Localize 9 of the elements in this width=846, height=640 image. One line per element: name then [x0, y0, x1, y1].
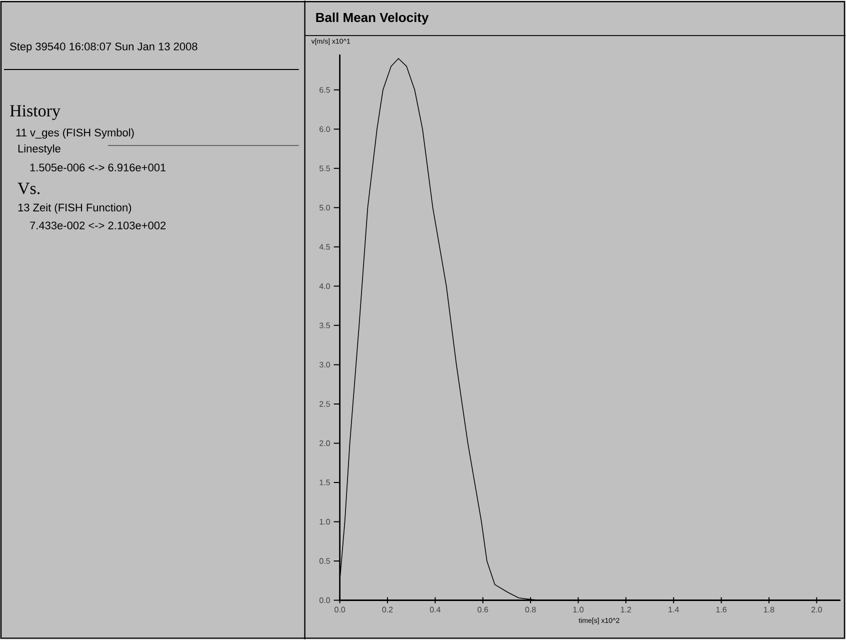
text: 1.505e-006 <-> 6.916e+001 — [30, 164, 166, 172]
text: Vs. — [18, 182, 40, 194]
chart-title: Ball Mean Velocity — [316, 12, 429, 25]
text: 13 Zeit (FISH Function) — [18, 203, 132, 214]
text: 7.433e-002 <-> 2.103e+002 — [30, 222, 166, 230]
text: Step 39540 16:08:07 Sun Jan 13 2008 — [10, 42, 198, 53]
text: 11 v_ges (FISH Symbol) — [16, 128, 134, 139]
text: History — [10, 105, 60, 120]
text: Linestyle — [18, 144, 60, 155]
